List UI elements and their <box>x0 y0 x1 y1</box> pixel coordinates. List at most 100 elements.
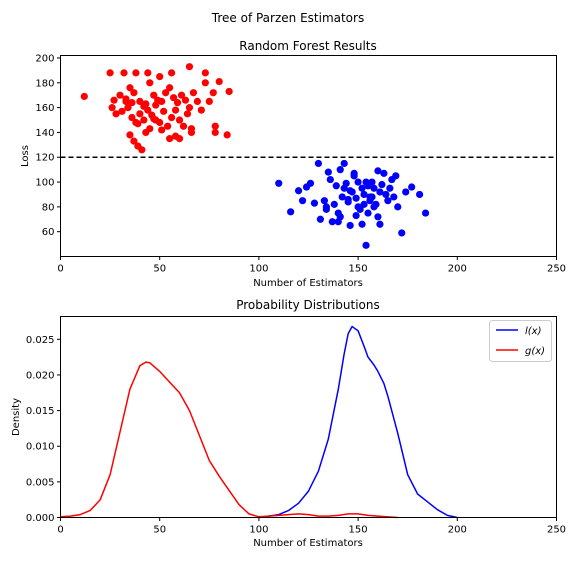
scatter-point <box>146 79 154 87</box>
scatter-point <box>171 106 180 114</box>
scatter-point <box>146 125 154 133</box>
scatter-point <box>350 169 358 177</box>
scatter-point <box>394 203 402 211</box>
scatter-axes-frame <box>60 55 557 257</box>
y-tick-label: 180 <box>35 78 54 89</box>
x-tick-label: 50 <box>153 264 166 275</box>
scatter-point <box>112 110 120 118</box>
scatter-point <box>211 128 219 137</box>
scatter-point <box>142 100 150 108</box>
scatter-point <box>358 184 366 192</box>
density-x-ticks: 0 50 100 150 200 250 <box>57 517 566 536</box>
figure-suptitle: Tree of Parzen Estimators <box>211 11 364 25</box>
scatter-point <box>320 197 328 205</box>
x-tick-label: 100 <box>249 525 268 536</box>
density-title: Probability Distributions <box>236 298 380 312</box>
scatter-point <box>223 131 231 139</box>
scatter-point <box>408 183 416 191</box>
scatter-point <box>334 209 342 217</box>
scatter-point <box>108 104 116 112</box>
scatter-point <box>306 179 315 187</box>
scatter-point <box>130 89 138 97</box>
scatter-point <box>126 84 134 92</box>
scatter-point <box>374 213 382 221</box>
scatter-point <box>106 69 114 77</box>
scatter-point <box>330 200 338 208</box>
density-y-label: Density <box>11 398 22 436</box>
scatter-point <box>158 97 166 106</box>
scatter-point <box>144 69 152 77</box>
scatter-point <box>152 101 160 109</box>
scatter-point <box>110 96 118 104</box>
scatter-point <box>378 180 386 189</box>
scatter-point <box>185 63 194 71</box>
scatter-point <box>209 89 217 97</box>
y-tick-label: 140 <box>35 128 54 139</box>
scatter-point <box>185 104 194 112</box>
scatter-title: Random Forest Results <box>239 39 376 53</box>
y-tick-label: 0.025 <box>26 335 55 346</box>
scatter-point <box>398 229 406 237</box>
legend-label-lx: l(x) <box>525 326 542 337</box>
scatter-point <box>128 113 136 122</box>
x-tick-label: 100 <box>249 264 268 275</box>
scatter-point <box>360 200 368 208</box>
scatter-point <box>340 159 348 168</box>
scatter-panel: Random Forest Results 0 50 100 150 200 250 60… <box>20 39 566 289</box>
scatter-point <box>189 89 198 97</box>
scatter-point <box>160 107 168 115</box>
scatter-point <box>338 193 346 201</box>
scatter-point <box>168 69 176 77</box>
scatter-point <box>346 187 354 195</box>
scatter-point <box>382 190 390 199</box>
scatter-point <box>352 194 360 202</box>
scatter-point <box>356 205 364 213</box>
scatter-point <box>275 179 283 187</box>
scatter-point <box>128 99 136 107</box>
scatter-point <box>332 182 340 190</box>
scatter-point <box>136 110 144 118</box>
scatter-point <box>211 122 219 130</box>
scatter-point <box>322 205 330 213</box>
scatter-point <box>416 190 424 199</box>
scatter-point <box>402 188 410 196</box>
y-tick-label: 0.000 <box>26 513 55 524</box>
scatter-point <box>138 146 146 154</box>
y-tick-label: 0.015 <box>26 406 55 417</box>
scatter-points <box>80 63 430 249</box>
scatter-point <box>386 184 394 192</box>
scatter-point <box>156 72 164 81</box>
scatter-point <box>179 122 188 130</box>
x-tick-label: 0 <box>57 264 63 275</box>
scatter-point <box>132 69 140 77</box>
legend-label-gx: g(x) <box>525 346 545 357</box>
scatter-point <box>352 211 360 220</box>
scatter-point <box>287 208 295 216</box>
scatter-point <box>364 182 372 190</box>
scatter-point <box>376 220 384 228</box>
scatter-point <box>150 91 158 99</box>
scatter-point <box>354 178 362 186</box>
scatter-point <box>326 175 334 184</box>
scatter-point <box>374 167 382 175</box>
density-lines <box>60 325 458 519</box>
x-tick-label: 250 <box>547 525 566 536</box>
scatter-point <box>116 91 124 99</box>
scatter-point <box>126 131 134 139</box>
scatter-point <box>166 84 174 92</box>
scatter-point <box>336 166 344 174</box>
scatter-point <box>384 197 392 205</box>
scatter-point <box>366 193 374 201</box>
x-tick-label: 0 <box>57 525 63 536</box>
scatter-point <box>164 122 172 130</box>
scatter-point <box>314 159 323 168</box>
scatter-point <box>392 172 400 180</box>
scatter-point <box>360 190 368 199</box>
scatter-point <box>205 97 213 106</box>
scatter-point <box>193 97 201 106</box>
scatter-point <box>201 69 209 77</box>
y-tick-label: 120 <box>35 153 54 164</box>
scatter-point <box>294 187 303 195</box>
y-tick-label: 160 <box>35 103 54 114</box>
x-tick-label: 250 <box>547 264 566 275</box>
